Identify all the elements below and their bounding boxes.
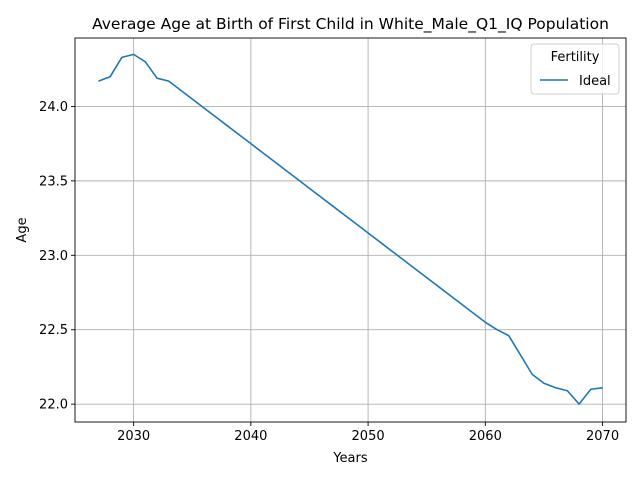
y-tick-label: 23.5 xyxy=(39,174,68,189)
y-tick-label: 22.5 xyxy=(39,323,68,338)
x-tick-label: 2070 xyxy=(586,429,619,444)
tick-layer: 2030 2040 2050 2060 2070 22.0 22.5 23.0 23.5 24.0 xyxy=(39,100,619,444)
y-axis-label: Age xyxy=(15,217,30,242)
series-layer xyxy=(98,53,603,405)
x-tick-label: 2060 xyxy=(469,429,502,444)
y-tick-label: 22.0 xyxy=(39,398,68,413)
legend-title: Fertility xyxy=(551,50,600,65)
grid-layer xyxy=(75,38,626,422)
legend: Fertility Ideal xyxy=(530,43,620,95)
x-tick-label: 2030 xyxy=(117,429,150,444)
x-tick-label: 2050 xyxy=(352,429,385,444)
legend-box xyxy=(530,43,620,95)
y-tick-label: 23.0 xyxy=(39,249,68,264)
x-tick-label: 2040 xyxy=(234,429,267,444)
plot-frame xyxy=(74,37,627,423)
legend-label-ideal: Ideal xyxy=(579,74,611,89)
y-tick-label: 24.0 xyxy=(39,100,68,115)
chart-title: Average Age at Birth of First Child in W… xyxy=(92,15,609,34)
series-line-ideal xyxy=(98,53,603,405)
x-axis-label: Years xyxy=(332,451,368,466)
